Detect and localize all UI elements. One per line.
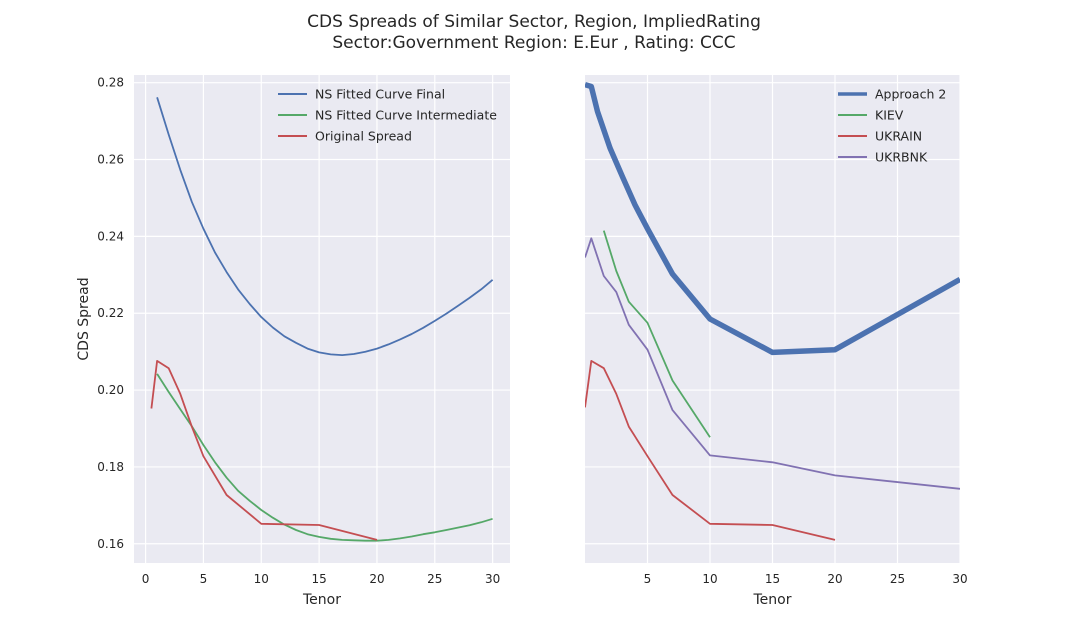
chart1-y-tick-label: 0.22 [97,306,124,320]
chart2-x-tick-label: 20 [827,572,842,586]
chart2-x-tick-label: 15 [765,572,780,586]
chart1-x-tick-label: 5 [200,572,208,586]
chart1-legend-label-original-spread: Original Spread [315,129,412,144]
chart1-series-ns-fitted-curve-intermediate [156,373,493,542]
left-chart-panel: 0 5 10 15 20 25 30 0.16 0.18 0.20 0.22 0.24 0.26 0.28… [76,75,510,608]
chart1-x-tick-label: 30 [485,572,500,586]
chart1-y-tick-label: 0.16 [97,537,124,551]
chart1-series-original-spread [150,359,378,541]
chart2-series-ukrbnk [585,237,960,490]
chart1-y-axis-label: CDS Spread [76,277,92,360]
chart2-legend-label-kiev: KIEV [875,108,904,123]
chart2-series-approach-2 [585,81,960,356]
chart1-x-tick-label: 10 [254,572,269,586]
chart1-x-tick-label: 15 [311,572,326,586]
chart2-x-tick-label: 30 [952,572,967,586]
chart2-legend-label-ukrbnk: UKRBNK [875,150,928,165]
chart2-legend-label-approach-2: Approach 2 [875,87,946,102]
chart2-series-kiev [602,230,711,438]
figure-title-line1: CDS Spreads of Similar Sector, Region, I… [307,12,761,32]
chart1-y-tick-label: 0.24 [97,229,124,243]
chart2-x-tick-label: 10 [702,572,717,586]
chart1-legend-label-ns-fitted-curve-final: NS Fitted Curve Final [315,87,445,102]
right-chart-panel: 5 10 15 20 25 30 Tenor Approach 2 KIEV UKRAIN UKRB… [585,75,968,608]
chart1-y-tick-label: 0.20 [97,383,124,397]
chart1-x-tick-label: 0 [142,572,150,586]
chart2-legend-label-ukrain: UKRAIN [875,129,922,144]
chart1-series-ns-fitted-curve-final [156,97,494,357]
chart2-x-tick-label: 25 [890,572,905,586]
chart1-x-axis-label: Tenor [302,592,341,608]
chart2-x-axis-label: Tenor [753,592,792,608]
figure-title-line2: Sector:Government Region: E.Eur , Rating… [332,33,735,53]
chart1-plot-background [134,75,510,563]
chart1-y-tick-label: 0.18 [97,460,124,474]
chart1-y-tick-label: 0.26 [97,153,124,167]
chart2-x-tick-label: 5 [644,572,652,586]
chart1-x-tick-label: 20 [369,572,384,586]
chart1-x-tick-label: 25 [427,572,442,586]
chart2-series-ukrain [585,359,836,541]
chart1-legend-label-ns-fitted-curve-intermediate: NS Fitted Curve Intermediate [315,108,497,123]
chart1-y-tick-label: 0.28 [97,76,124,90]
